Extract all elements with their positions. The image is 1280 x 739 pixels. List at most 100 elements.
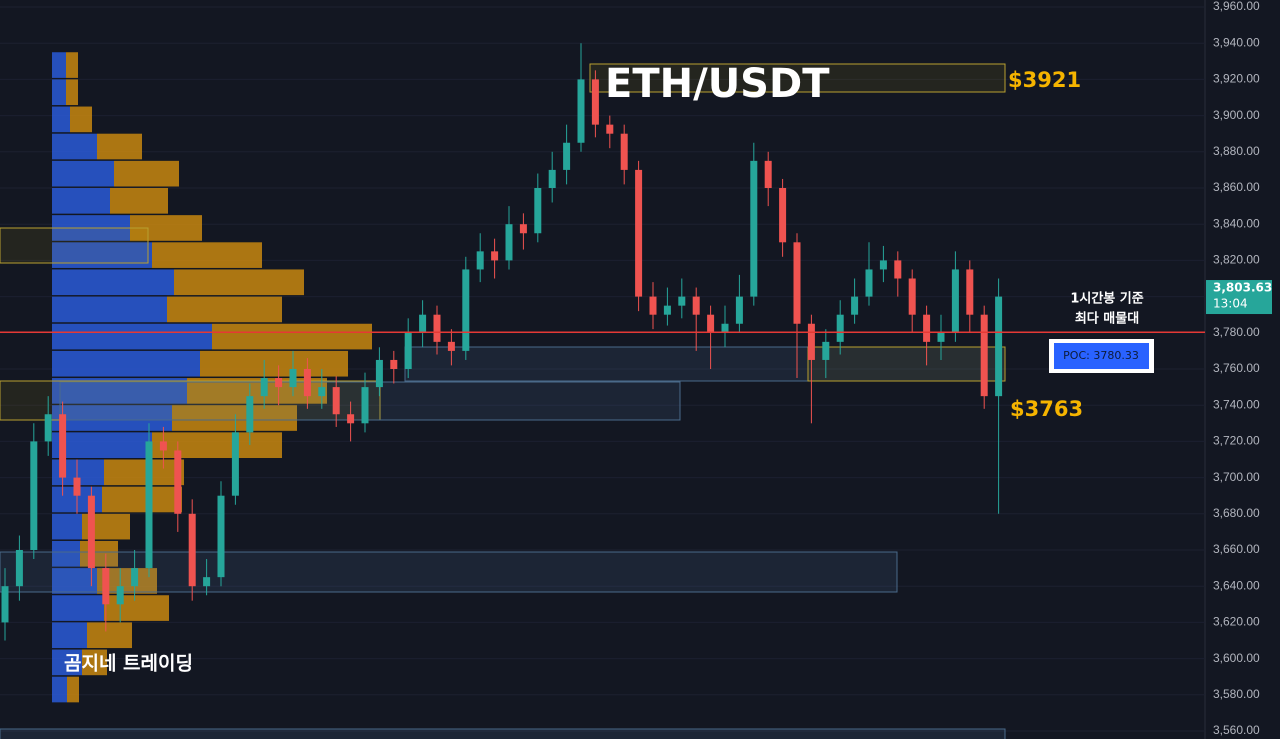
annotation: $3921	[1008, 68, 1081, 92]
candle-body	[735, 296, 743, 324]
candle-body	[1, 586, 9, 623]
y-tick-label: 3,720.00	[1213, 434, 1260, 448]
candle-body	[102, 568, 110, 605]
y-tick-label: 3,840.00	[1213, 216, 1260, 230]
candle-body	[159, 441, 167, 451]
profile-buy	[52, 350, 200, 377]
candle-body	[275, 378, 283, 388]
candle-body	[519, 224, 527, 234]
candle-body	[289, 369, 297, 388]
candle-body	[217, 495, 225, 578]
candle-body	[635, 169, 643, 297]
candle-body	[347, 414, 355, 424]
y-tick-label: 3,860.00	[1213, 180, 1260, 194]
profile-buy	[52, 432, 152, 458]
last-price: 3,803.63	[1213, 281, 1272, 295]
profile-buy	[52, 79, 66, 106]
y-tick-label: 3,900.00	[1213, 108, 1260, 122]
candle-body	[30, 441, 38, 550]
y-tick-label: 3,600.00	[1213, 651, 1260, 665]
profile-buy	[52, 296, 167, 323]
profile-buy	[52, 622, 87, 649]
profile-sell	[114, 160, 179, 187]
profile-buy	[52, 160, 114, 187]
candle-body	[404, 332, 412, 369]
candle-body	[995, 296, 1003, 397]
y-tick-label: 3,780.00	[1213, 325, 1260, 339]
candle-body	[980, 314, 988, 397]
candle-body	[606, 124, 614, 134]
candle-body	[951, 269, 959, 333]
candle-body	[721, 323, 729, 333]
candle-body	[116, 586, 124, 605]
candle-body	[433, 314, 441, 342]
candle-body	[505, 224, 513, 261]
y-tick-label: 3,580.00	[1213, 687, 1260, 701]
candle-body	[375, 359, 383, 388]
zone	[589, 63, 1006, 93]
profile-sell	[82, 649, 107, 676]
profile-sell	[172, 405, 297, 431]
profile-sell	[70, 106, 92, 133]
candle-body	[361, 387, 369, 424]
candle-body	[87, 495, 95, 569]
candle-body	[620, 133, 628, 170]
candle-body	[750, 160, 758, 297]
profile-buy	[52, 676, 67, 703]
annotation: 최다 매물대	[1075, 311, 1139, 327]
profile-sell	[167, 296, 282, 323]
grid	[0, 6, 1205, 732]
candle-body	[908, 278, 916, 315]
profile-sell	[67, 676, 79, 703]
profile-sell	[152, 242, 262, 268]
profile-buy	[52, 540, 80, 567]
zone	[0, 227, 149, 264]
profile-buy	[52, 269, 174, 296]
profile-sell	[212, 323, 372, 350]
title: ETH/USDT	[605, 61, 830, 107]
candle-body	[260, 378, 268, 397]
countdown: 13:04	[1213, 297, 1248, 311]
candle-body	[692, 296, 700, 315]
candle-body	[419, 314, 427, 333]
candle-body	[591, 79, 599, 125]
y-tick-label: 3,920.00	[1213, 72, 1260, 86]
candle-body	[131, 568, 139, 587]
candle-body	[779, 188, 787, 243]
profile-buy	[52, 52, 66, 78]
candle-body	[707, 314, 715, 333]
y-tick-label: 3,680.00	[1213, 506, 1260, 520]
profile-buy	[52, 323, 212, 350]
candle-body	[649, 296, 657, 315]
candle-body	[663, 305, 671, 315]
profile-sell	[87, 622, 132, 649]
profile-sell	[66, 79, 78, 106]
candle-body	[836, 314, 844, 342]
candle-body	[563, 142, 571, 170]
profile-sell	[66, 52, 78, 78]
candle-body	[822, 341, 830, 360]
price-axis: 3,560.00 3,580.00 3,600.00 3,620.00 3,640.00…	[1213, 0, 1260, 737]
candle-body	[303, 369, 311, 397]
candle-body	[318, 387, 326, 397]
candle-body	[793, 242, 801, 324]
profile-buy	[52, 513, 82, 540]
candle-body	[59, 414, 67, 478]
y-tick-label: 3,820.00	[1213, 253, 1260, 267]
candle-body	[678, 296, 686, 306]
candle-body	[534, 188, 542, 234]
candle-body	[44, 414, 52, 442]
candle-body	[577, 79, 585, 143]
candles	[1, 43, 1003, 641]
profile-buy	[52, 568, 97, 594]
candle-body	[231, 432, 239, 496]
candle-body	[548, 169, 556, 188]
y-tick-label: 3,640.00	[1213, 578, 1260, 592]
zone	[807, 346, 1006, 382]
candle-body	[462, 269, 470, 351]
y-tick-label: 3,660.00	[1213, 542, 1260, 556]
candle-body	[937, 332, 945, 342]
profile-buy	[52, 242, 152, 268]
candle-body	[390, 359, 398, 369]
